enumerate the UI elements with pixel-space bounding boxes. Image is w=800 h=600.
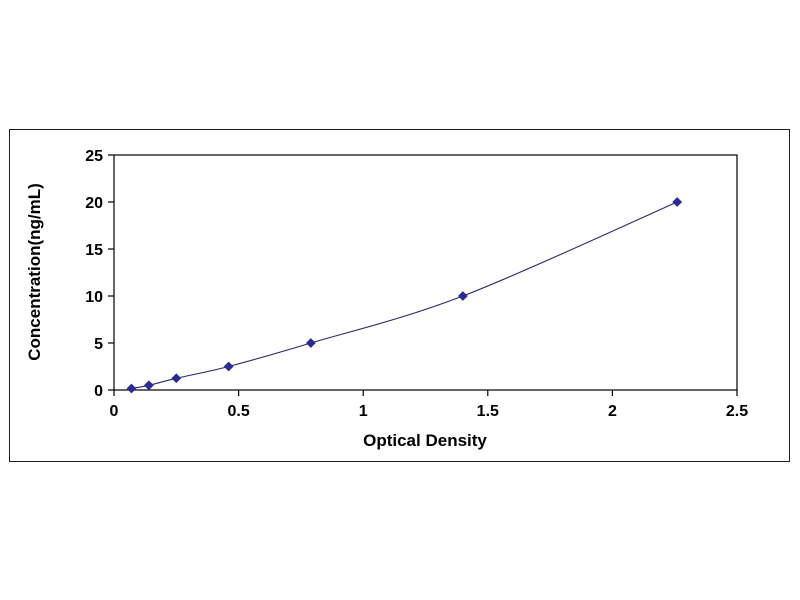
data-point-marker <box>305 338 316 348</box>
x-tick-label: 0 <box>110 403 119 420</box>
data-point-marker <box>126 383 137 394</box>
y-tick-label: 25 <box>85 148 103 165</box>
data-point-marker <box>223 361 234 372</box>
figure-border: 0 0.5 1 1.5 2 2.5 0 5 10 15 20 25 Optical Density C… <box>9 129 790 462</box>
y-tick-label: 20 <box>85 195 103 212</box>
plot-area: 0 0.5 1 1.5 2 2.5 0 5 10 15 20 25 <box>85 148 748 420</box>
y-tick-label: 15 <box>85 242 103 259</box>
y-tick-label: 0 <box>94 383 103 400</box>
x-tick-label: 0.5 <box>227 403 249 420</box>
chart-canvas: 0 0.5 1 1.5 2 2.5 0 5 10 15 20 25 Optical Density C… <box>25 148 748 450</box>
series-line <box>131 201 678 390</box>
x-tick-label: 1.5 <box>477 403 499 420</box>
y-tick-label: 10 <box>85 289 103 306</box>
data-point-marker <box>672 197 683 207</box>
x-tick-label: 2 <box>608 403 617 420</box>
data-point-marker <box>143 380 154 391</box>
x-tick-label: 2.5 <box>726 403 748 420</box>
x-tick-label: 1 <box>359 403 368 420</box>
data-point-marker <box>457 291 468 301</box>
data-point-marker <box>171 373 182 384</box>
plot-box <box>113 154 738 391</box>
y-axis-label: Concentration(ng/mL) <box>25 183 44 361</box>
x-axis-label: Optical Density <box>363 431 487 450</box>
y-tick-label: 5 <box>94 336 103 353</box>
